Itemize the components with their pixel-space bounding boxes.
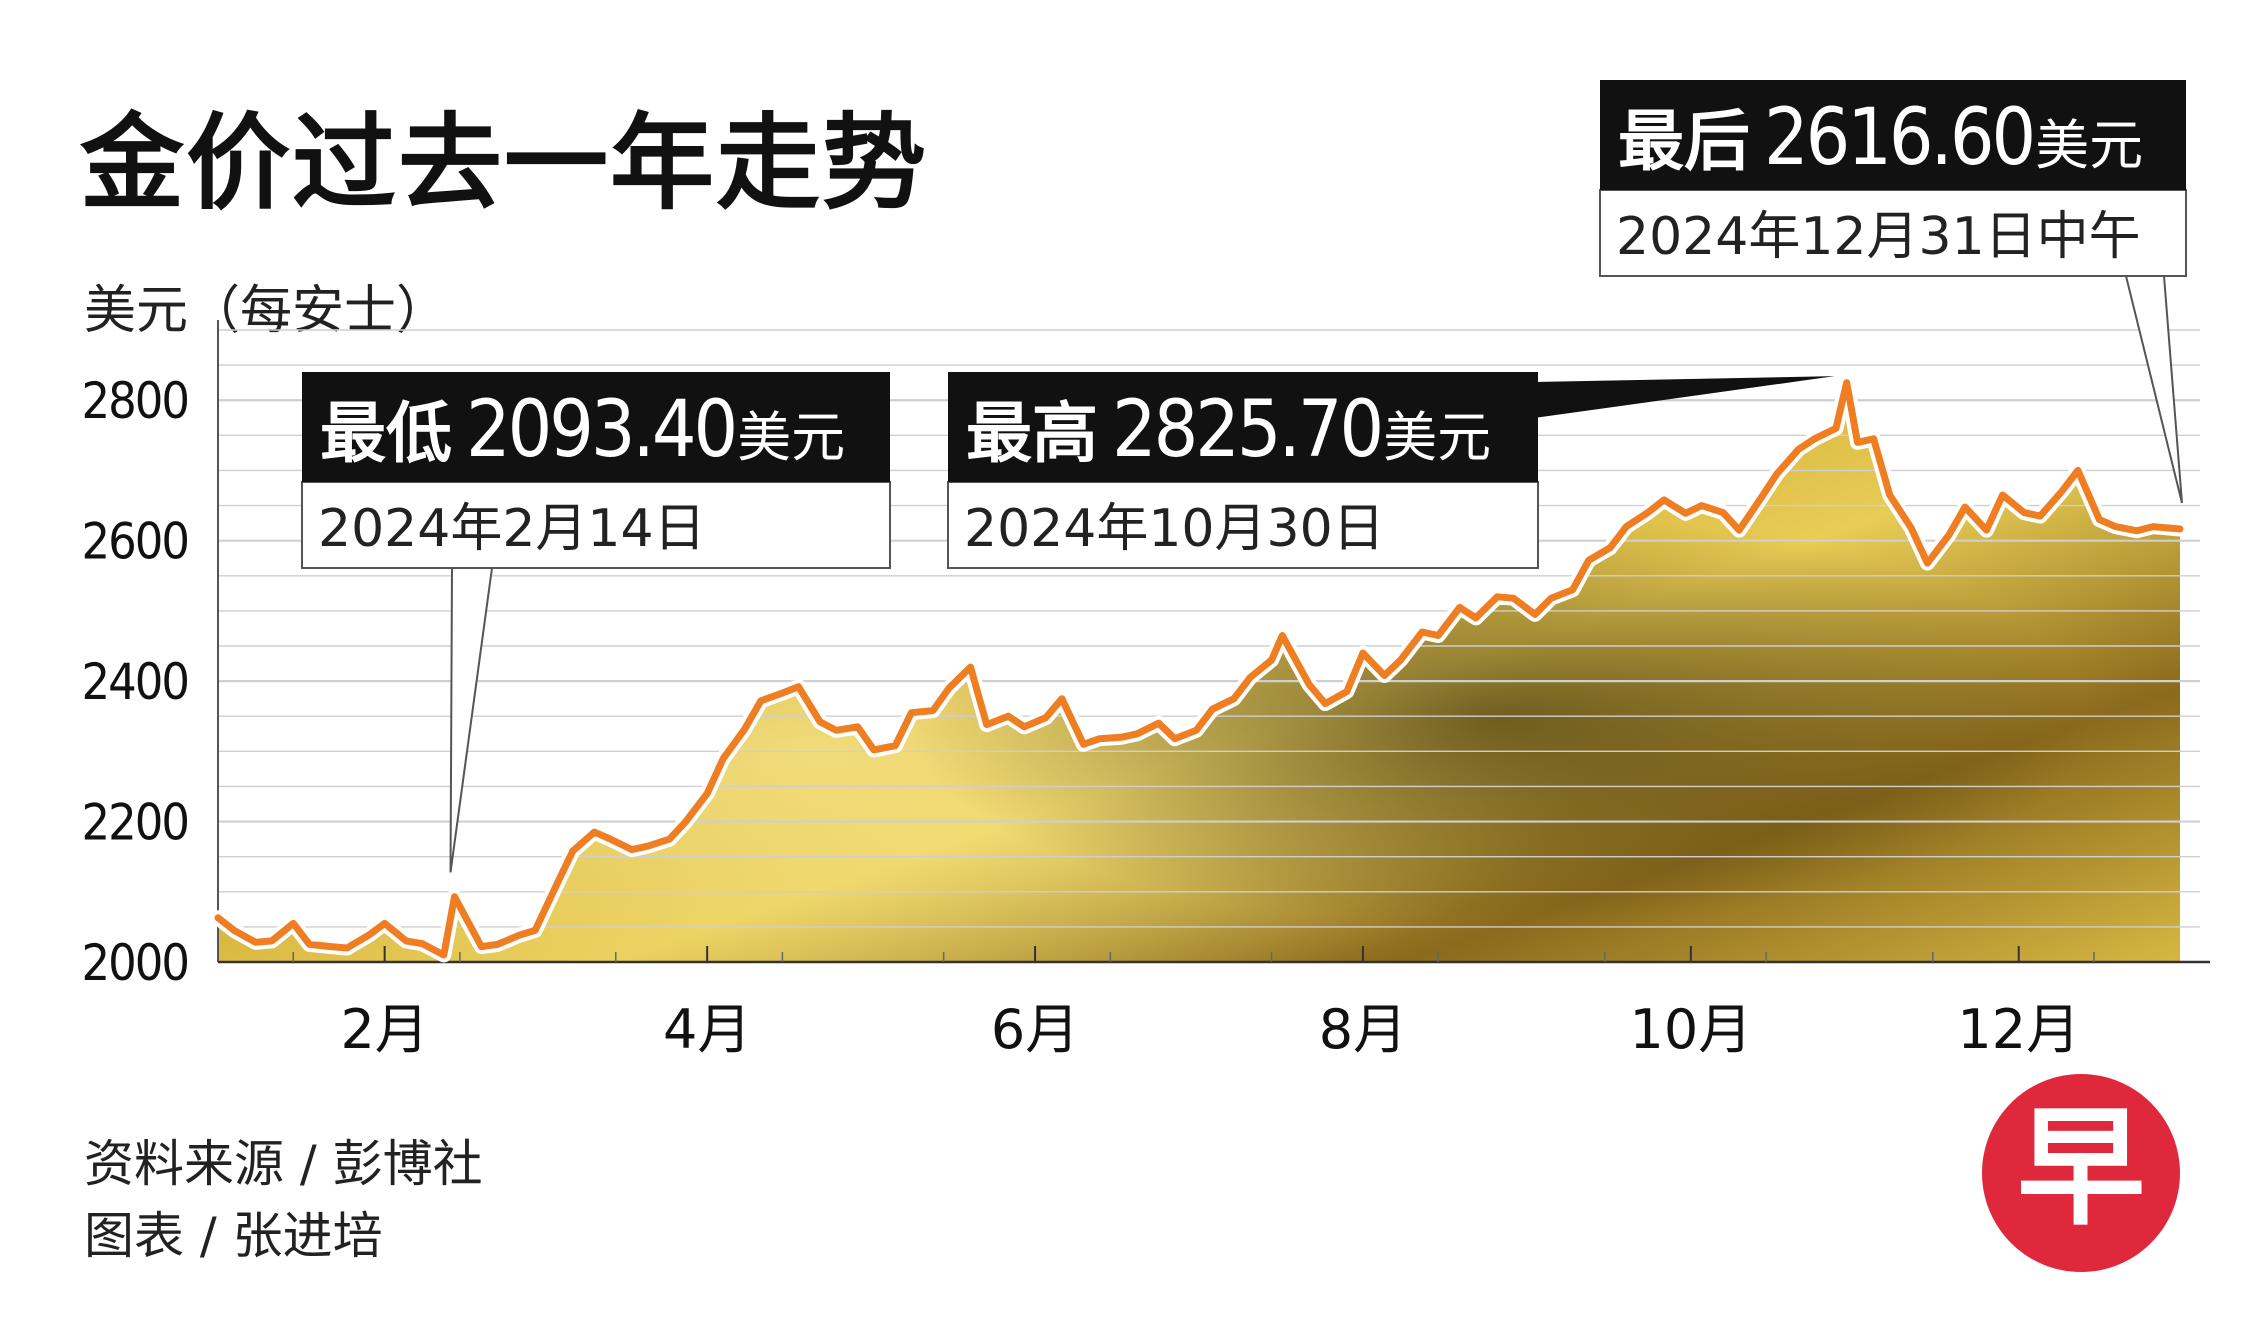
data-source: 资料来源 / 彭博社 bbox=[84, 1135, 483, 1193]
y-tick-label: 2800 bbox=[82, 372, 188, 430]
callout-head bbox=[948, 372, 1538, 482]
y-axis-label: 美元（每安士） bbox=[84, 281, 449, 341]
callout-label: 最后 bbox=[1618, 103, 1750, 180]
callout-body bbox=[301, 481, 891, 569]
callout-unit: 美元 bbox=[1383, 406, 1491, 469]
x-tick-label: 2月 bbox=[340, 998, 428, 1061]
callout: 最后 2616.60美元 2024年12月31日中午 bbox=[1599, 80, 2187, 504]
x-tick-label: 12月 bbox=[1957, 998, 2080, 1061]
y-tick-label: 2600 bbox=[82, 513, 188, 571]
callout-label: 最低 bbox=[320, 395, 452, 472]
x-tick-label: 4月 bbox=[663, 998, 751, 1061]
x-tick-label: 6月 bbox=[991, 998, 1079, 1061]
logo-glyph: 早 bbox=[2016, 1094, 2145, 1243]
callout-unit: 美元 bbox=[2035, 114, 2143, 177]
callout-body bbox=[1599, 189, 2187, 277]
price-line bbox=[214, 379, 2184, 959]
callout: 最低 2093.40美元 2024年2月14日 bbox=[301, 372, 891, 873]
price-line-group bbox=[210, 375, 2188, 963]
publisher-logo: 早 bbox=[1982, 1074, 2180, 1272]
y-tick-label: 2200 bbox=[82, 794, 188, 852]
chart-title: 金价过去一年走势 bbox=[80, 102, 929, 224]
callout-body bbox=[947, 481, 1539, 569]
y-tick-label: 2000 bbox=[82, 934, 188, 992]
callout-head-text: 最高 2825.70美元 bbox=[966, 385, 1491, 475]
callout-value: 2825.70 bbox=[1112, 385, 1381, 475]
callout-head-text: 最低 2093.40美元 bbox=[320, 385, 845, 475]
callout-pointer bbox=[449, 567, 493, 873]
callout-head-text: 最后 2616.60美元 bbox=[1618, 93, 2143, 183]
callout: 最高 2825.70美元 2024年10月30日 bbox=[947, 372, 1835, 569]
callout-unit: 美元 bbox=[737, 406, 845, 469]
callout-head bbox=[1600, 80, 2186, 190]
callout-pointer bbox=[1534, 376, 1835, 418]
callout-head bbox=[302, 372, 890, 482]
callout-date: 2024年2月14日 bbox=[318, 499, 706, 559]
callout-pointer bbox=[2125, 275, 2183, 504]
x-tick-label: 8月 bbox=[1319, 998, 1407, 1061]
callout-value: 2616.60 bbox=[1764, 93, 2033, 183]
axes: 2000 2200 2400 2600 2800 2月 4月 6月 8月 10月 12月 bbox=[82, 320, 2210, 1061]
callout-label: 最高 bbox=[966, 395, 1098, 472]
callout-value: 2093.40 bbox=[466, 385, 735, 475]
chart-credit: 图表 / 张进培 bbox=[84, 1207, 383, 1265]
callout-date: 2024年10月30日 bbox=[964, 499, 1385, 559]
callout-date: 2024年12月31日中午 bbox=[1616, 207, 2141, 267]
x-tick-label: 10月 bbox=[1629, 998, 1752, 1061]
y-tick-label: 2400 bbox=[82, 653, 188, 711]
